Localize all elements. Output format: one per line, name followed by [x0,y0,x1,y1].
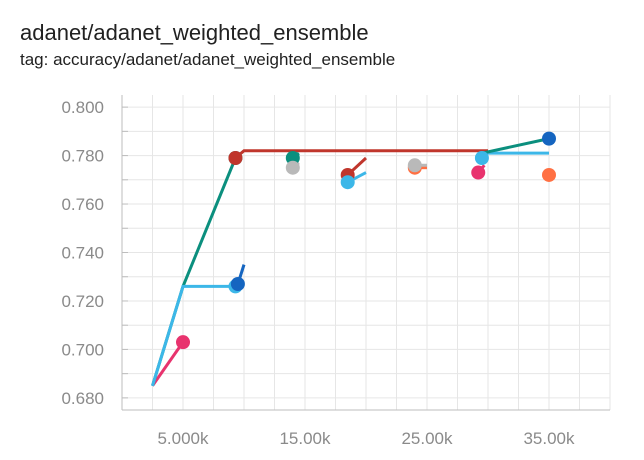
x-tick-label: 15.00k [279,429,331,448]
chart-title: adanet/adanet_weighted_ensemble [20,20,369,45]
points-layer [176,131,556,350]
x-tick-label: 5.000k [157,429,209,448]
y-tick-label: 0.780 [61,147,104,166]
x-tick-label: 25.00k [401,429,453,448]
y-tick-label: 0.680 [61,389,104,408]
data-point [230,277,245,291]
series-line [151,284,241,387]
y-tick-label: 0.800 [61,98,104,117]
data-point [285,151,300,165]
series-line [234,149,488,160]
chart-subtitle: tag: accuracy/adanet/adanet_weighted_ens… [20,50,396,69]
grid-layer [122,95,611,410]
data-point [340,175,355,190]
data-point [176,335,190,350]
data-point [474,151,489,165]
y-tick-label: 0.740 [61,244,104,263]
data-point [471,165,486,180]
series-line [151,341,185,387]
data-point [542,131,556,146]
series-line [481,137,550,155]
series-line [151,157,237,387]
y-tick-label: 0.700 [61,340,104,359]
data-point [285,160,300,175]
data-point [542,167,556,182]
y-tick-label: 0.720 [61,292,104,311]
data-point [407,158,422,173]
data-point [228,151,243,165]
x-tick-label: 35.00k [523,429,575,448]
y-tick-label: 0.760 [61,195,104,214]
axes-layer: 0.680 0.700 0.720 0.740 0.760 0.780 0.800 5.000… [61,95,610,448]
